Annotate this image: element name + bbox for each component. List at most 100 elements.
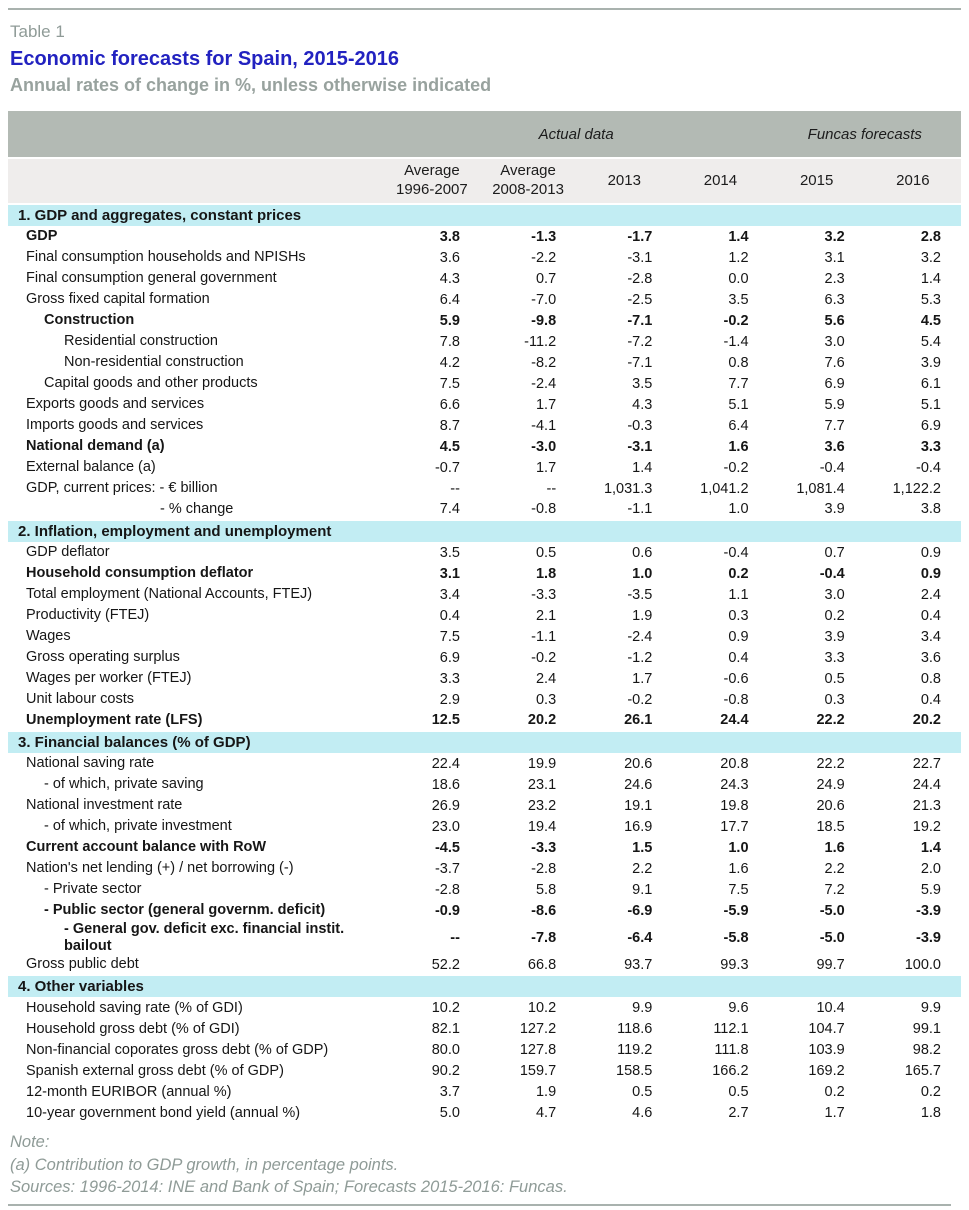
column-header-row: Average 1996-2007 Average 2008-2013 2013… (8, 158, 961, 205)
table-number-label: Table 1 (10, 22, 65, 41)
cell-value: 6.6 (439, 396, 460, 413)
cell-value: 22.4 (431, 755, 460, 772)
cell-value: -1.2 (627, 649, 653, 666)
row-label: Construction (44, 312, 135, 329)
row-label: - General gov. deficit exc. financial in… (64, 921, 345, 954)
cell-value: 23.1 (527, 776, 557, 793)
cell-value: -4.1 (531, 417, 557, 434)
table-row: - of which, private investment 23.0 19.4 16… (8, 816, 961, 837)
cell-value: -0.2 (723, 312, 749, 329)
row-label: GDP, current prices: - € billion (26, 480, 218, 497)
row-label: Household gross debt (% of GDI) (26, 1020, 240, 1037)
cell-value: 165.7 (904, 1062, 941, 1079)
cell-value: 1.7 (824, 1104, 845, 1121)
cell-value: -3.9 (916, 929, 941, 946)
bottom-rule (8, 1204, 952, 1207)
cell-value: 6.9 (824, 375, 845, 392)
row-label: Household consumption deflator (26, 565, 254, 582)
cell-value: 0.7 (535, 270, 557, 287)
group-header-funcas-forecasts: Funcas forecasts (768, 111, 961, 159)
row-label: - % change (160, 500, 234, 517)
cell-value: 7.8 (439, 333, 460, 350)
column-header-2016: 2016 (864, 158, 961, 205)
cell-value: 6.4 (439, 291, 460, 308)
cell-value: 20.2 (527, 712, 557, 729)
row-label: Total employment (National Accounts, FTE… (26, 586, 313, 603)
cell-value: -1.1 (627, 501, 653, 518)
row-label: National saving rate (26, 755, 155, 772)
cell-value: -2.2 (531, 249, 557, 266)
row-label: Capital goods and other products (44, 375, 258, 392)
cell-value: 0.8 (920, 670, 941, 687)
cell-value: 3.5 (632, 375, 653, 392)
cell-value: 3.0 (824, 586, 845, 603)
cell-value: 5.3 (920, 291, 941, 308)
row-label: Gross fixed capital formation (26, 291, 210, 308)
column-header-spacer (8, 158, 384, 205)
group-header-row: Actual data Funcas forecasts (8, 111, 961, 159)
cell-value: -7.1 (627, 354, 653, 371)
row-label: National investment rate (26, 797, 183, 814)
cell-value: 0.5 (535, 544, 557, 561)
cell-value: 23.0 (431, 818, 460, 835)
cell-value: -1.7 (627, 228, 653, 245)
page-title: Economic forecasts for Spain, 2015-2016 (10, 48, 400, 70)
table-row: Household gross debt (% of GDI) 82.1 127.2… (8, 1018, 961, 1039)
cell-value: 2.8 (920, 228, 941, 245)
cell-value: 112.1 (713, 1020, 749, 1037)
cell-value: -0.8 (531, 501, 557, 518)
row-label: 12-month EURIBOR (annual %) (26, 1083, 232, 1100)
cell-value: -0.2 (627, 691, 653, 708)
cell-value: -5.0 (819, 902, 845, 919)
cell-value: 158.5 (616, 1062, 653, 1079)
cell-value: -0.2 (531, 649, 557, 666)
cell-value: -6.4 (627, 929, 653, 946)
cell-value: 1.6 (728, 860, 749, 877)
cell-value: 5.9 (824, 396, 845, 413)
cell-value: -2.8 (627, 270, 653, 287)
table-row: Construction 5.9 -9.8 -7.1 -0.2 5.6 4.5 (8, 310, 961, 331)
cell-value: 103.9 (808, 1041, 845, 1058)
cell-value: 1.4 (632, 459, 653, 476)
cell-value: 18.6 (431, 776, 460, 793)
cell-value: 3.7 (439, 1083, 460, 1100)
group-header-actual-data: Actual data (383, 111, 769, 159)
cell-value: 2.2 (632, 860, 653, 877)
cell-value: 10.2 (431, 1000, 460, 1017)
cell-value: 3.0 (824, 333, 845, 350)
top-rule (8, 8, 961, 10)
row-label: Wages (26, 628, 71, 645)
cell-value: 1.6 (728, 438, 749, 455)
cell-value: -- (450, 929, 460, 946)
table-row: Wages 7.5 -1.1 -2.4 0.9 3.9 3.4 (8, 626, 961, 647)
cell-value: 3.9 (920, 354, 941, 371)
cell-value: 24.4 (912, 776, 941, 793)
cell-value: 1.0 (728, 501, 749, 518)
cell-value: 1.8 (920, 1104, 941, 1121)
cell-value: 0.3 (535, 691, 557, 708)
cell-value: 9.9 (632, 1000, 653, 1017)
cell-value: 2.2 (824, 860, 845, 877)
cell-value: 1.9 (632, 607, 653, 624)
cell-value: 1.4 (920, 270, 941, 287)
cell-value: 0.4 (920, 691, 941, 708)
table-row: Household saving rate (% of GDI) 10.2 10.2… (8, 997, 961, 1018)
table-row: National investment rate 26.9 23.2 19.1 19.8… (8, 795, 961, 816)
cell-value: 18.5 (816, 818, 845, 835)
cell-value: -8.6 (531, 902, 557, 919)
cell-value: 22.7 (912, 755, 941, 772)
forecast-table: Actual data Funcas forecasts Average 199… (8, 111, 961, 1123)
cell-value: 2.4 (920, 586, 941, 603)
cell-value: 3.6 (824, 438, 845, 455)
table-row: Nation's net lending (+) / net borrowing… (8, 858, 961, 879)
table-row: - Public sector (general governm. defici… (8, 900, 961, 921)
cell-value: 0.3 (728, 607, 749, 624)
note-a: (a) Contribution to GDP growth, in perce… (10, 1155, 399, 1174)
cell-value: 6.9 (920, 417, 941, 434)
section-header: 2. Inflation, employment and unemploymen… (8, 519, 961, 543)
row-label: - Public sector (general governm. defici… (44, 902, 326, 919)
cell-value: 2.0 (920, 860, 941, 877)
cell-value: 26.9 (431, 797, 460, 814)
cell-value: 7.5 (728, 881, 749, 898)
